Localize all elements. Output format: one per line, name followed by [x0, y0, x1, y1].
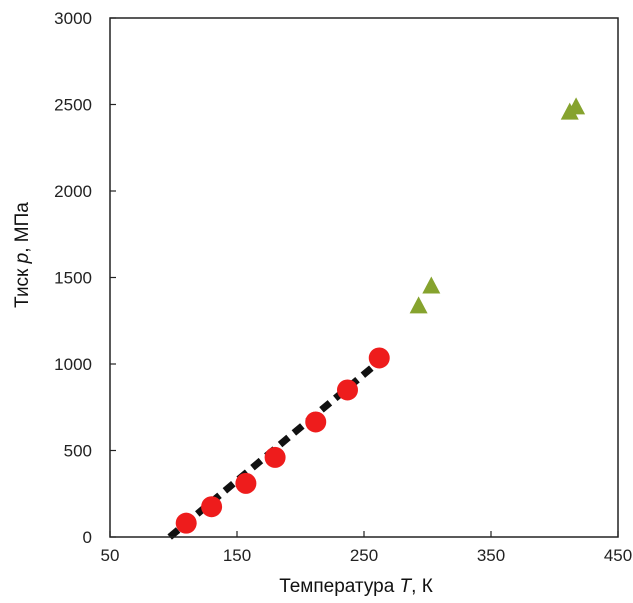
green-triangle-point [567, 97, 586, 115]
red-circle-point [264, 446, 286, 468]
x-tick-label: 250 [350, 546, 378, 565]
x-tick-label: 50 [101, 546, 120, 565]
red-circle-point [305, 411, 327, 433]
green-triangle-point [422, 276, 441, 294]
y-tick-label: 500 [64, 442, 92, 461]
red-circle-point [201, 496, 223, 518]
y-tick-label: 2000 [54, 182, 92, 201]
x-tick-label: 350 [477, 546, 505, 565]
red-circle-point [235, 472, 257, 494]
red-circle-point [368, 347, 390, 369]
y-tick-label: 3000 [54, 9, 92, 28]
y-tick-label: 0 [83, 528, 92, 547]
plot-frame [109, 17, 619, 538]
y-tick-label: 1500 [54, 269, 92, 288]
y-axis-label: Тиск p, МПа [12, 202, 33, 308]
x-tick-label: 450 [604, 546, 632, 565]
y-tick-label: 1000 [54, 355, 92, 374]
red-circle-point [336, 379, 358, 401]
red-circle-point [175, 512, 197, 534]
y-tick-label: 2500 [54, 96, 92, 115]
green-triangle-point [409, 296, 428, 314]
axis-ticks: 50 150 250 350 450 0 500 1000 1500 2000 2500 3000 [54, 9, 632, 565]
x-axis-label: Температура T, К [279, 576, 433, 597]
x-tick-label: 150 [223, 546, 251, 565]
plot-content [167, 97, 586, 540]
